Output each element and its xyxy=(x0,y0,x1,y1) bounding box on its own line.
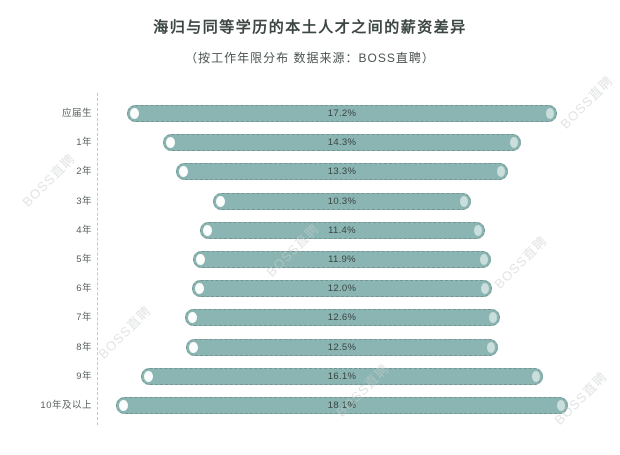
category-label: 8年 xyxy=(76,341,92,353)
category-label: 应届生 xyxy=(61,108,92,119)
value-label: 10.3% xyxy=(327,195,357,207)
value-label: 12.5% xyxy=(327,341,357,353)
category-label: 2年 xyxy=(76,166,92,178)
value-label: 12.0% xyxy=(327,283,357,295)
bar-right-bead-icon xyxy=(481,283,489,295)
bar: 14.3% xyxy=(163,134,521,152)
chart-row: 6年 12.0% xyxy=(0,274,620,303)
bar-left-bead-icon xyxy=(188,341,198,353)
bar-right-bead-icon xyxy=(487,341,496,353)
bar-left-bead-icon xyxy=(130,108,139,119)
chart-row: 应届生 17.2% xyxy=(0,99,620,128)
bar-chart: 应届生 17.2% 1年 14.3% 2年 13.3% 3年 10.3% 4年 11.4% 5年 11… xyxy=(0,93,620,429)
bar: 17.2% xyxy=(127,105,557,122)
value-label: 14.3% xyxy=(327,137,357,149)
bar-left-bead-icon xyxy=(118,400,128,411)
bar-right-bead-icon xyxy=(509,137,518,149)
chart-title: 海归与同等学历的本土人才之间的薪资差异 xyxy=(153,19,467,36)
category-label: 5年 xyxy=(76,254,92,265)
bar: 13.3% xyxy=(175,163,509,181)
bar: 11.4% xyxy=(199,221,485,239)
chart-row: 5年 11.9% xyxy=(0,245,620,274)
bar-right-bead-icon xyxy=(546,108,554,119)
bar-right-bead-icon xyxy=(488,312,497,324)
chart-row: 1年 14.3% xyxy=(0,128,620,157)
category-label: 9年 xyxy=(76,370,92,382)
bar-right-bead-icon xyxy=(479,254,488,265)
bar-left-bead-icon xyxy=(195,283,204,295)
value-label: 11.9% xyxy=(328,254,356,265)
bar: 10.3% xyxy=(213,192,471,210)
value-label: 18.1% xyxy=(327,400,357,411)
category-label: 7年 xyxy=(76,312,92,324)
chart-row: 10年及以上 18.1% xyxy=(0,391,620,420)
bar-right-bead-icon xyxy=(497,166,506,178)
bar-left-bead-icon xyxy=(196,254,206,265)
bar-left-bead-icon xyxy=(187,312,197,324)
chart-row: 8年 12.5% xyxy=(0,333,620,362)
category-label: 6年 xyxy=(76,283,92,295)
bar-left-bead-icon xyxy=(216,195,226,207)
bar: 16.1% xyxy=(140,367,544,385)
bar-right-bead-icon xyxy=(532,370,541,382)
bar-left-bead-icon xyxy=(178,166,188,178)
value-label: 17.2% xyxy=(327,108,357,119)
category-label: 1年 xyxy=(76,137,92,149)
value-label: 13.3% xyxy=(327,166,357,178)
bar-left-bead-icon xyxy=(143,370,153,382)
bar-right-bead-icon xyxy=(473,224,482,236)
chart-subtitle: （按工作年限分布 数据来源：BOSS直聘） xyxy=(185,51,435,65)
chart-row: 9年 16.1% xyxy=(0,362,620,391)
category-label: 10年及以上 xyxy=(40,400,92,411)
value-label: 12.6% xyxy=(327,312,357,324)
bar: 11.9% xyxy=(193,251,491,268)
bar: 12.6% xyxy=(184,309,500,327)
category-label: 4年 xyxy=(76,224,92,236)
chart-row: 2年 13.3% xyxy=(0,157,620,186)
bar-left-bead-icon xyxy=(202,224,212,236)
chart-row: 4年 11.4% xyxy=(0,216,620,245)
bar: 12.0% xyxy=(192,280,492,298)
bar: 12.5% xyxy=(185,338,499,356)
bar-right-bead-icon xyxy=(557,400,566,411)
y-axis-line xyxy=(97,93,98,425)
bar: 18.1% xyxy=(115,397,569,414)
chart-row: 3年 10.3% xyxy=(0,187,620,216)
chart-row: 7年 12.6% xyxy=(0,303,620,332)
bar-right-bead-icon xyxy=(459,195,468,207)
category-label: 3年 xyxy=(76,195,92,207)
value-label: 16.1% xyxy=(327,370,357,382)
bar-left-bead-icon xyxy=(166,137,176,149)
value-label: 11.4% xyxy=(328,224,356,236)
